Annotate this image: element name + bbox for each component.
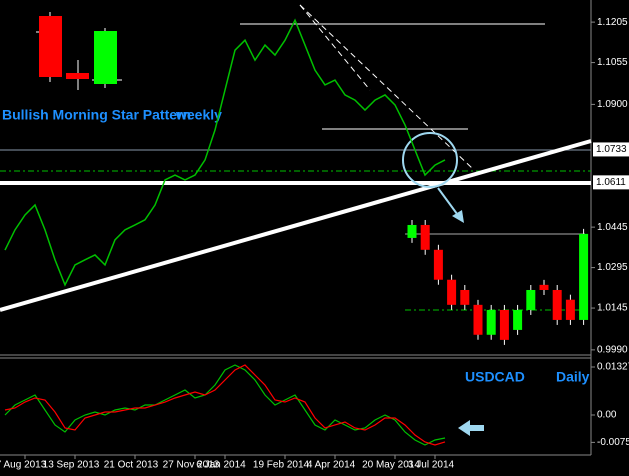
annotation: USDCAD bbox=[465, 369, 525, 385]
highlight-circle bbox=[402, 132, 458, 188]
inset-candle bbox=[565, 299, 575, 320]
annotation: weekly bbox=[175, 107, 222, 123]
arrow bbox=[437, 187, 461, 219]
inset-candle bbox=[407, 224, 417, 238]
x-tick-label: 20 May 2014 bbox=[362, 460, 420, 471]
inset-candle bbox=[526, 289, 536, 310]
inset-candle bbox=[473, 304, 483, 335]
x-tick-label: 7 Aug 2013 bbox=[0, 460, 47, 471]
inset-candle bbox=[539, 284, 549, 290]
annotation: Bullish Morning Star Pattern bbox=[2, 107, 191, 123]
price-line bbox=[4, 18, 446, 287]
price-label: 1.0611 bbox=[596, 177, 626, 188]
y-tick-label: 0.00 bbox=[597, 410, 617, 421]
y-tick-label: 1.0445 bbox=[597, 222, 628, 233]
indicator-line bbox=[4, 364, 446, 446]
x-tick-label: 27 Nov 2013 bbox=[163, 460, 220, 471]
icon-candle bbox=[94, 31, 117, 84]
trend-line bbox=[299, 4, 371, 91]
x-tick-label: 19 Feb 2014 bbox=[253, 460, 310, 471]
x-tick-label: 6 Jan 2014 bbox=[196, 460, 246, 471]
inset-candle bbox=[513, 309, 523, 330]
indicator-line bbox=[4, 364, 446, 446]
inset-candle bbox=[579, 233, 589, 320]
price-label-box bbox=[593, 175, 629, 190]
icon-candle bbox=[66, 73, 89, 79]
price-label-box bbox=[593, 142, 629, 157]
inset-candle bbox=[499, 309, 509, 340]
x-tick-label: 21 Oct 2013 bbox=[104, 460, 159, 471]
x-tick-label: 13 Sep 2013 bbox=[43, 460, 100, 471]
arrow-head bbox=[452, 210, 464, 223]
icon-candle bbox=[39, 16, 62, 77]
price-label: 1.0733 bbox=[596, 144, 627, 155]
inset-candle bbox=[433, 249, 443, 280]
y-tick-label: 0.9990 bbox=[597, 345, 628, 356]
x-tick-label: 3 Jul 2014 bbox=[408, 460, 455, 471]
inset-candle bbox=[460, 289, 470, 305]
y-tick-label: -0.00757 bbox=[597, 437, 629, 448]
inset-candle bbox=[552, 289, 562, 320]
y-tick-label: 1.0145 bbox=[597, 303, 628, 314]
y-tick-label: 1.0295 bbox=[597, 262, 628, 273]
trend-line bbox=[0, 139, 592, 312]
y-tick-label: 1.1055 bbox=[597, 57, 628, 68]
arrow-left bbox=[458, 420, 484, 436]
x-tick-label: 4 Apr 2014 bbox=[307, 460, 356, 471]
inset-candle bbox=[486, 309, 496, 335]
inset-candle bbox=[447, 279, 457, 305]
y-tick-label: 1.0900 bbox=[597, 99, 628, 110]
y-tick-label: 1.1205 bbox=[597, 17, 628, 28]
inset-candle bbox=[420, 224, 430, 250]
annotation: Daily bbox=[556, 369, 590, 385]
